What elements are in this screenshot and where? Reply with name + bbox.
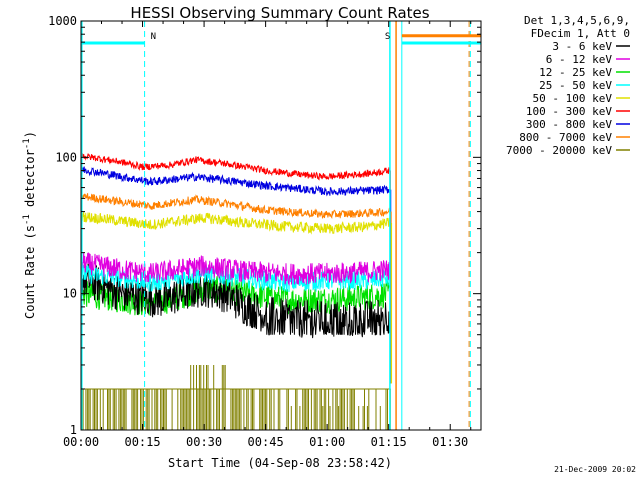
x-tick-label: 00:45	[248, 435, 284, 449]
legend-label: 3 - 6 keV	[552, 40, 612, 53]
y-axis-title-part-3: )	[23, 131, 37, 138]
marker-label-s: S	[385, 32, 390, 42]
legend-label: 100 - 300 keV	[526, 105, 612, 118]
legend-header-line-1: Det 1,3,4,5,6,9,	[524, 14, 630, 27]
legend-label: 6 - 12 keV	[546, 53, 613, 66]
x-tick-label: 00:15	[124, 435, 160, 449]
x-tick-label: 00:00	[63, 435, 99, 449]
series-6-12kev-line	[81, 251, 391, 287]
legend: Det 1,3,4,5,6,9, FDecim 1, Att 0 3 - 6 k…	[506, 14, 630, 157]
legend-label: 7000 - 20000 keV	[506, 144, 612, 157]
marker-label-n: N	[151, 32, 156, 42]
x-tick-label: 00:30	[186, 435, 222, 449]
y-axis-title-part-1: Count Rate (s	[23, 225, 37, 319]
series-7000-20000-kev	[82, 365, 391, 430]
series-300-800kev-line	[81, 166, 391, 197]
y-tick-label: 100	[55, 150, 77, 164]
legend-label: 50 - 100 keV	[533, 92, 613, 105]
legend-label: 300 - 800 keV	[526, 118, 612, 131]
legend-label: 800 - 7000 keV	[519, 131, 612, 144]
y-tick-label: 1000	[48, 14, 77, 28]
series-800-7000kev-line	[81, 193, 391, 220]
timestamp: 21-Dec-2009 20:02	[554, 465, 636, 474]
legend-label: 12 - 25 keV	[539, 66, 612, 79]
y-tick-label: 10	[63, 287, 77, 301]
x-tick-label: 01:00	[309, 435, 345, 449]
chart-title: HESSI Observing Summary Count Rates	[130, 4, 429, 22]
y-axis-title-sup-2: -1	[22, 138, 32, 149]
legend-label: 25 - 50 keV	[539, 79, 612, 92]
tick-layer: 00:00 00:15 00:30 00:45 01:00 01:15 01:30 1 10 10…	[48, 14, 481, 449]
legend-header-line-2: FDecim 1, Att 0	[531, 27, 630, 40]
data-layer	[81, 153, 393, 430]
y-tick-label: 1	[70, 423, 77, 437]
y-axis-title: Count Rate (s-1 detector-1)	[22, 131, 37, 319]
series-100-300kev-line	[81, 153, 391, 181]
x-tick-label: 01:30	[432, 435, 468, 449]
series-50-100kev-line	[81, 211, 391, 235]
x-tick-label: 01:15	[371, 435, 407, 449]
series-3-6kev-line	[81, 262, 391, 339]
plot-frame	[80, 20, 482, 431]
y-axis-title-part-2: detector	[23, 149, 37, 214]
x-axis-title: Start Time (04-Sep-08 23:58:42)	[168, 456, 392, 470]
y-axis-title-sup-1: -1	[22, 214, 32, 225]
